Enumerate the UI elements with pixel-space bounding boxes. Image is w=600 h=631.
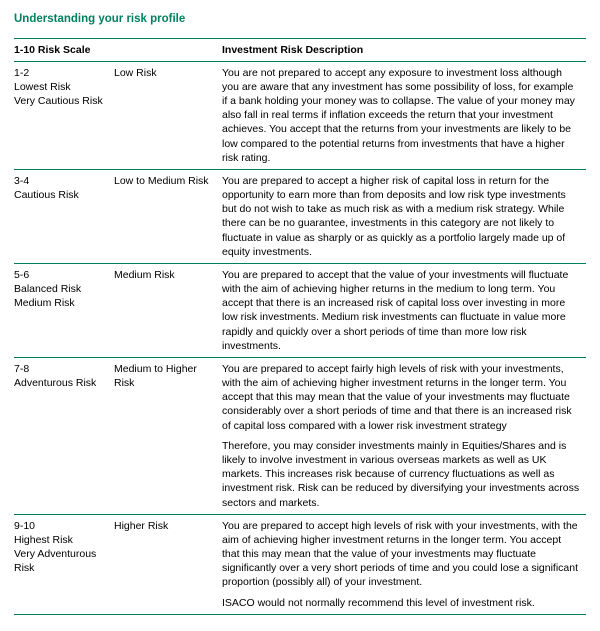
scale-range: 5-6 xyxy=(14,268,108,282)
page-title: Understanding your risk profile xyxy=(14,12,586,28)
table-row: 7-8 Adventurous Risk Medium to Higher Ri… xyxy=(14,357,586,432)
desc-cell: Therefore, you may consider investments … xyxy=(222,433,586,514)
scale-cell-empty xyxy=(14,590,114,615)
scale-cell: 5-6 Balanced Risk Medium Risk xyxy=(14,263,114,357)
level-cell: Medium to Higher Risk xyxy=(114,357,222,432)
scale-range: 1-2 xyxy=(14,66,108,80)
table-row: 1-2 Lowest Risk Very Cautious Risk Low R… xyxy=(14,61,586,169)
scale-label: Very Cautious Risk xyxy=(14,94,108,108)
level-cell: Low Risk xyxy=(114,61,222,169)
scale-range: 7-8 xyxy=(14,362,108,376)
scale-cell: 3-4 Cautious Risk xyxy=(14,169,114,263)
table-row-cont: Therefore, you may consider investments … xyxy=(14,433,586,514)
level-cell: Low to Medium Risk xyxy=(114,169,222,263)
scale-cell-empty xyxy=(14,433,114,514)
desc-cell: You are not prepared to accept any expos… xyxy=(222,61,586,169)
scale-cell: 1-2 Lowest Risk Very Cautious Risk xyxy=(14,61,114,169)
scale-label: Very Adventurous Risk xyxy=(14,547,108,575)
scale-range: 3-4 xyxy=(14,174,108,188)
level-cell-empty xyxy=(114,433,222,514)
level-cell: Higher Risk xyxy=(114,514,222,589)
desc-cell: You are prepared to accept that the valu… xyxy=(222,263,586,357)
desc-cell: ISACO would not normally recommend this … xyxy=(222,590,586,615)
scale-label: Balanced Risk xyxy=(14,282,108,296)
table-row: 5-6 Balanced Risk Medium Risk Medium Ris… xyxy=(14,263,586,357)
header-description: Investment Risk Description xyxy=(222,38,586,61)
table-row: 9-10 Highest Risk Very Adventurous Risk … xyxy=(14,514,586,589)
desc-cell: You are prepared to accept high levels o… xyxy=(222,514,586,589)
table-row: 3-4 Cautious Risk Low to Medium Risk You… xyxy=(14,169,586,263)
scale-label: Adventurous Risk xyxy=(14,376,108,390)
desc-cell: You are prepared to accept fairly high l… xyxy=(222,357,586,432)
table-row-cont: ISACO would not normally recommend this … xyxy=(14,590,586,615)
level-cell: Medium Risk xyxy=(114,263,222,357)
risk-table: 1-10 Risk Scale Investment Risk Descript… xyxy=(14,38,586,615)
header-scale: 1-10 Risk Scale xyxy=(14,38,222,61)
scale-range: 9-10 xyxy=(14,519,108,533)
table-header-row: 1-10 Risk Scale Investment Risk Descript… xyxy=(14,38,586,61)
scale-cell: 9-10 Highest Risk Very Adventurous Risk xyxy=(14,514,114,589)
scale-label: Highest Risk xyxy=(14,533,108,547)
scale-cell: 7-8 Adventurous Risk xyxy=(14,357,114,432)
scale-label: Cautious Risk xyxy=(14,188,108,202)
scale-label: Lowest Risk xyxy=(14,80,108,94)
scale-label: Medium Risk xyxy=(14,296,108,310)
desc-cell: You are prepared to accept a higher risk… xyxy=(222,169,586,263)
level-cell-empty xyxy=(114,590,222,615)
